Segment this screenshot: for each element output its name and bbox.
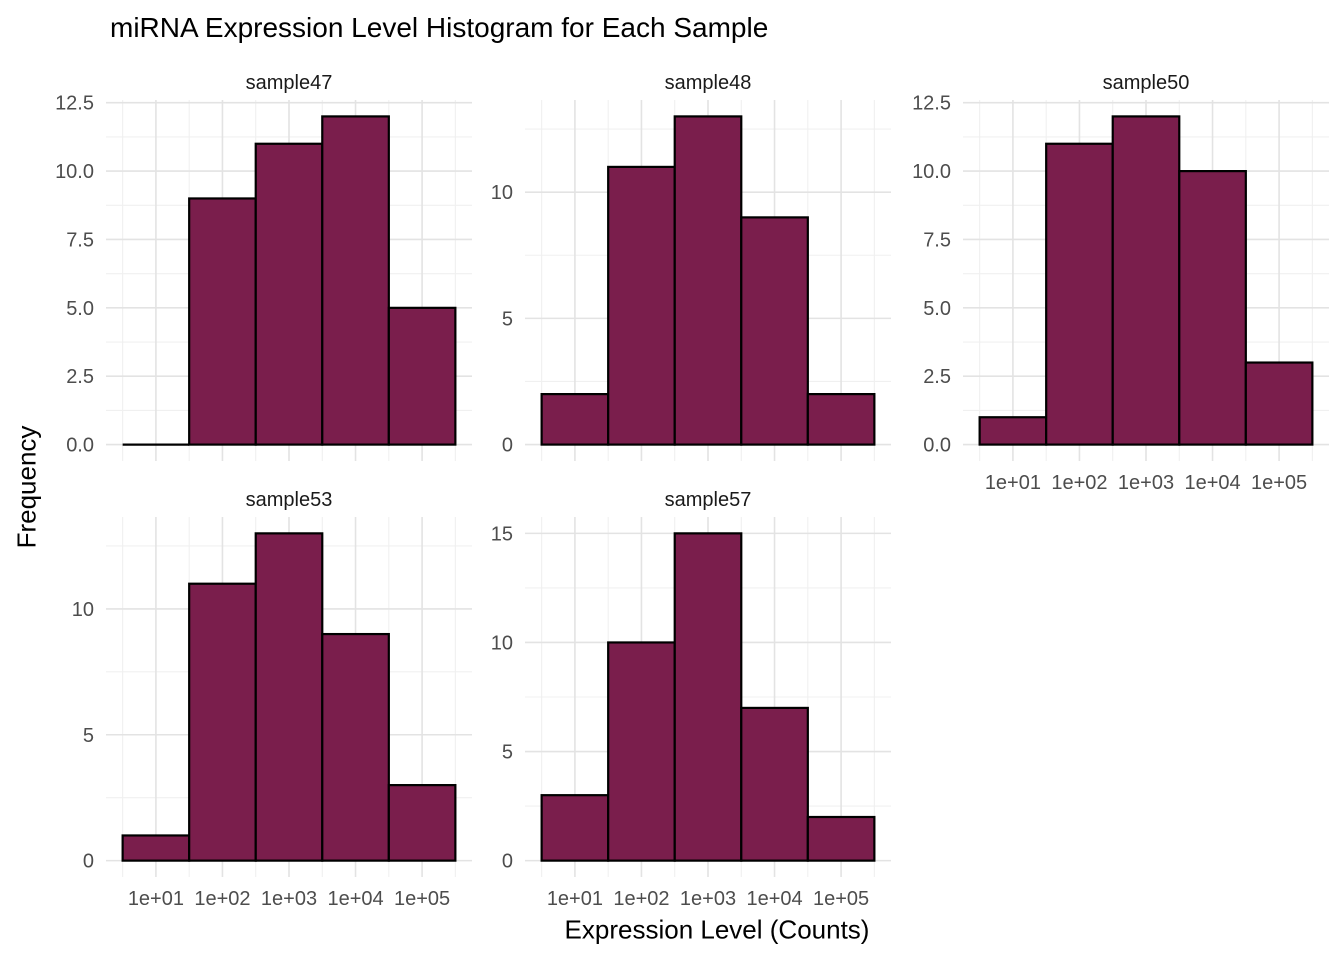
y-tick-label: 5 xyxy=(83,725,94,747)
facet-sample53: sample53 0 5 10 1e+01 1e+02 1e+03 1e+04 1e+05 xyxy=(72,489,472,910)
histogram-bar xyxy=(1178,170,1247,446)
histogram-bar xyxy=(1045,142,1114,446)
histogram-bar xyxy=(121,834,191,862)
facet-title: sample57 xyxy=(665,489,752,511)
y-axis-title: Frequency xyxy=(11,425,42,549)
x-tick-label: 1e+04 xyxy=(1184,472,1240,494)
histogram-bar xyxy=(806,393,876,446)
y-tick-label: 12.5 xyxy=(912,93,951,115)
y-tick-label: 5.0 xyxy=(923,298,951,320)
chart-title: miRNA Expression Level Histogram for Eac… xyxy=(110,12,769,43)
x-tick-label: 1e+05 xyxy=(1251,472,1307,494)
x-tick-label: 1e+02 xyxy=(613,888,669,910)
histogram-bar xyxy=(673,532,743,862)
histogram-bar xyxy=(607,641,676,862)
y-tick-label: 7.5 xyxy=(66,229,94,251)
histogram-bar xyxy=(673,115,743,446)
histogram-bar xyxy=(607,165,676,446)
histogram-bar xyxy=(740,706,809,862)
y-tick-label: 10.0 xyxy=(55,161,94,183)
x-tick-label: 1e+03 xyxy=(1118,472,1174,494)
x-tick-label: 1e+02 xyxy=(194,888,250,910)
facet-sample50: sample50 0.0 2.5 5.0 7.5 10.0 12.5 1e+01 1e+02 1e… xyxy=(912,72,1329,494)
facet-title: sample50 xyxy=(1103,72,1190,94)
histogram-bar xyxy=(740,216,809,446)
facet-sample48: sample48 0 5 10 xyxy=(491,72,891,461)
facet-title: sample48 xyxy=(665,72,752,94)
y-tick-label: 5 xyxy=(502,308,513,330)
facet-sample47: sample47 0.0 2.5 5.0 7.5 10.0 12.5 xyxy=(55,72,472,461)
histogram-bar xyxy=(978,416,1048,446)
y-tick-label: 10 xyxy=(72,599,94,621)
y-tick-label: 5 xyxy=(502,742,513,764)
y-tick-label: 0.0 xyxy=(923,435,951,457)
facet-title: sample47 xyxy=(246,72,333,94)
histogram-bar xyxy=(387,784,457,862)
y-tick-label: 2.5 xyxy=(923,366,951,388)
x-tick-label: 1e+05 xyxy=(394,888,450,910)
histogram-bar xyxy=(321,632,390,862)
y-tick-label: 12.5 xyxy=(55,93,94,115)
histogram-bar xyxy=(188,197,257,446)
facet-sample57: sample57 0 5 10 15 1e+01 1e+02 1e+03 1e+04 1e+05 xyxy=(491,489,891,910)
y-tick-label: 10 xyxy=(491,632,513,654)
x-tick-label: 1e+01 xyxy=(128,888,184,910)
histogram-bar xyxy=(387,306,457,446)
y-tick-label: 0 xyxy=(502,435,513,457)
x-tick-label: 1e+03 xyxy=(680,888,736,910)
histogram-bar xyxy=(540,794,610,862)
x-tick-label: 1e+01 xyxy=(547,888,603,910)
x-tick-label: 1e+02 xyxy=(1051,472,1107,494)
histogram-bar xyxy=(321,115,390,446)
histogram-bar xyxy=(1244,361,1314,446)
histogram-bar xyxy=(254,142,324,446)
facet-title: sample53 xyxy=(246,489,333,511)
x-tick-label: 1e+01 xyxy=(985,472,1041,494)
x-tick-label: 1e+04 xyxy=(746,888,802,910)
y-tick-label: 5.0 xyxy=(66,298,94,320)
y-tick-label: 10.0 xyxy=(912,161,951,183)
y-tick-label: 0 xyxy=(83,851,94,873)
x-tick-label: 1e+04 xyxy=(327,888,383,910)
y-tick-label: 2.5 xyxy=(66,366,94,388)
y-tick-label: 15 xyxy=(491,523,513,545)
y-tick-label: 0.0 xyxy=(66,435,94,457)
histogram-bar xyxy=(254,532,324,862)
x-tick-label: 1e+03 xyxy=(261,888,317,910)
y-tick-label: 10 xyxy=(491,182,513,204)
histogram-bar xyxy=(188,582,257,862)
histogram-bar xyxy=(1111,115,1181,446)
x-axis-title: Expression Level (Counts) xyxy=(564,914,870,945)
y-tick-label: 0 xyxy=(502,851,513,873)
x-tick-label: 1e+05 xyxy=(813,888,869,910)
y-tick-label: 7.5 xyxy=(923,229,951,251)
histogram-bar xyxy=(540,393,610,446)
histogram-bar xyxy=(806,815,876,862)
